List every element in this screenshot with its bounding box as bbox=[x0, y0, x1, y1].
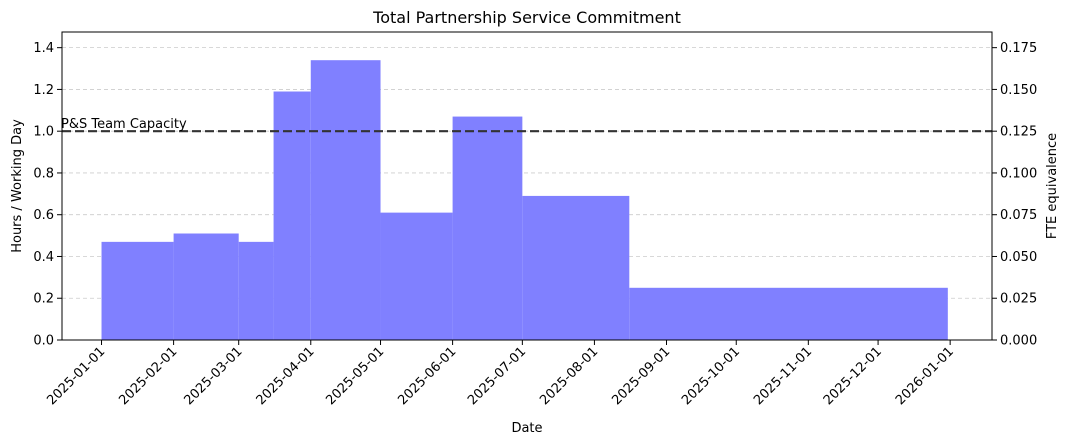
y-axis-left: 0.0 0.2 0.4 0.6 0.8 1.0 1.2 1.4 bbox=[33, 41, 62, 349]
y-axis-title: Hours / Working Day bbox=[10, 119, 25, 253]
x-tick-label: 2025-08-01 bbox=[537, 344, 601, 408]
x-tick-label: 2025-02-01 bbox=[116, 344, 180, 408]
x-tick-label: 2025-09-01 bbox=[609, 344, 673, 408]
x-axis: 2025-01-01 2025-02-01 2025-03-01 2025-04-01… bbox=[44, 340, 957, 408]
bar bbox=[310, 60, 381, 341]
plot-area-frame bbox=[61, 31, 993, 341]
x-tick-label: 2025-03-01 bbox=[181, 344, 245, 408]
x-tick-label: 2025-10-01 bbox=[679, 344, 743, 408]
bar bbox=[173, 233, 239, 340]
y2-tick-label: 0.050 bbox=[1000, 250, 1037, 265]
y2-tick-label: 0.150 bbox=[1000, 83, 1037, 98]
bar bbox=[452, 116, 523, 340]
y-tick-label: 0.0 bbox=[33, 334, 54, 349]
x-tick-label: 2025-05-01 bbox=[323, 344, 387, 408]
y-tick-label: 0.2 bbox=[33, 292, 54, 307]
y-tick-label: 1.4 bbox=[33, 41, 54, 56]
y2-tick-label: 0.075 bbox=[1000, 208, 1037, 223]
x-tick-label: 2025-12-01 bbox=[821, 344, 885, 408]
reference-line-label: P&S Team Capacity bbox=[61, 117, 187, 132]
x-tick-label: 2026-01-01 bbox=[893, 344, 957, 408]
bars bbox=[101, 60, 948, 341]
y-tick-label: 0.4 bbox=[33, 250, 54, 265]
x-tick-label: 2025-11-01 bbox=[751, 344, 815, 408]
y2-tick-label: 0.100 bbox=[1000, 166, 1037, 181]
y2-axis-title: FTE equivalence bbox=[1045, 133, 1060, 239]
bar bbox=[629, 287, 948, 340]
y2-tick-label: 0.025 bbox=[1000, 292, 1037, 307]
y-tick-label: 0.8 bbox=[33, 166, 54, 181]
y-axis-right: 0.000 0.025 0.050 0.075 0.100 0.125 0.150 0.175 bbox=[992, 41, 1037, 349]
x-tick-label: 2025-06-01 bbox=[395, 344, 459, 408]
x-axis-title: Date bbox=[511, 421, 542, 436]
y2-tick-label: 0.175 bbox=[1000, 41, 1037, 56]
y2-tick-label: 0.125 bbox=[1000, 125, 1037, 140]
y-tick-label: 1.0 bbox=[33, 125, 54, 140]
bar bbox=[101, 241, 174, 340]
y-tick-label: 1.2 bbox=[33, 83, 54, 98]
y-tick-label: 0.6 bbox=[33, 208, 54, 223]
x-tick-label: 2025-04-01 bbox=[254, 344, 318, 408]
x-tick-label: 2025-07-01 bbox=[465, 344, 529, 408]
bar bbox=[273, 91, 311, 340]
chart-title: Total Partnership Service Commitment bbox=[372, 8, 681, 27]
bar bbox=[380, 212, 453, 340]
bar bbox=[238, 241, 274, 340]
y2-tick-label: 0.000 bbox=[1000, 334, 1037, 349]
bar bbox=[522, 195, 630, 340]
x-tick-label: 2025-01-01 bbox=[44, 344, 108, 408]
